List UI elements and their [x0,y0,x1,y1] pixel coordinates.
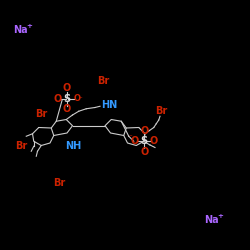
Text: S: S [141,136,148,146]
Text: Br: Br [155,106,168,116]
Text: ⁻: ⁻ [128,134,132,140]
Text: O: O [130,136,139,146]
Text: S: S [64,94,70,104]
Text: O: O [54,94,62,104]
Text: O: O [150,136,158,146]
Text: O: O [140,126,148,136]
Text: O: O [140,147,148,157]
Text: Br: Br [52,178,65,188]
Text: +: + [26,23,32,29]
Text: O: O [63,104,71,114]
Text: Br: Br [15,141,28,151]
Text: HN: HN [100,100,117,110]
Text: NH: NH [66,141,82,151]
Text: O: O [63,83,71,93]
Text: O: O [74,94,81,103]
Text: Br: Br [98,76,110,86]
Text: ⁻: ⁻ [78,96,82,102]
Text: Na: Na [204,215,218,225]
Text: Na: Na [13,25,27,35]
Text: +: + [217,213,223,219]
Text: Br: Br [35,109,48,119]
